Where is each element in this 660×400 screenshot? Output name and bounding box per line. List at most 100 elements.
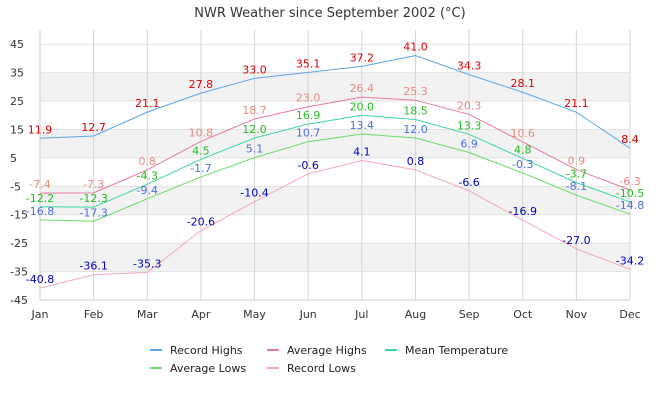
data-label: -16.8 (26, 205, 54, 218)
data-label: 5.1 (246, 143, 264, 156)
data-label: 12.0 (242, 123, 267, 136)
data-label: -6.6 (458, 176, 479, 189)
data-label: 21.1 (564, 97, 589, 110)
data-label: -40.8 (26, 273, 54, 286)
band (40, 243, 630, 272)
data-labels: 11.9 12.7 21.1 27.8 33.0 35.1 37.2 41.0 34.3 28.1… (26, 41, 644, 286)
data-label: 4.5 (192, 144, 210, 157)
data-label: 41.0 (403, 41, 428, 54)
y-tick-label: -5 (10, 180, 21, 193)
legend-item-label: Record Lows (287, 362, 356, 375)
x-tick-label: Aug (405, 308, 426, 321)
data-label: 18.7 (242, 104, 267, 117)
data-label: -4.3 (137, 169, 158, 182)
data-label: -14.8 (616, 199, 644, 212)
x-tick-label: Nov (566, 308, 588, 321)
legend-item-label: Mean Temperature (405, 344, 508, 357)
data-label: 0.8 (139, 155, 157, 168)
data-label: 11.9 (28, 123, 53, 136)
data-label: 13.4 (350, 119, 375, 132)
data-label: -16.9 (508, 205, 536, 218)
data-label: 4.1 (353, 145, 371, 158)
plot-bands (40, 30, 630, 272)
y-tick-label: 5 (10, 152, 17, 165)
data-label: 21.1 (135, 97, 160, 110)
y-tick-label: 25 (10, 95, 24, 108)
x-tick-label: Mar (137, 308, 158, 321)
data-label: -10.5 (616, 187, 644, 200)
data-label: -6.3 (619, 175, 640, 188)
data-label: 37.2 (350, 51, 375, 64)
data-label: -34.2 (616, 254, 644, 267)
data-label: 16.9 (296, 109, 321, 122)
data-label: 23.0 (296, 92, 321, 105)
series-line (39, 114, 631, 208)
data-label: -0.6 (297, 159, 318, 172)
plot-grid (39, 30, 631, 301)
data-label: -27.0 (562, 234, 590, 247)
data-label: 0.9 (568, 155, 586, 168)
band (40, 72, 630, 102)
data-label: 12.0 (403, 123, 428, 136)
data-label: 10.6 (510, 127, 535, 140)
legend: Record Highs Average Highs Mean Temperatur… (150, 344, 508, 375)
y-tick-label: 35 (10, 67, 24, 80)
x-tick-label: Feb (84, 308, 103, 321)
data-label: 8.4 (621, 133, 639, 146)
data-label: -36.1 (79, 260, 107, 273)
data-label: 35.1 (296, 57, 321, 70)
series-lines (39, 55, 631, 289)
data-label: -35.3 (133, 257, 161, 270)
data-label: 28.1 (510, 77, 535, 90)
x-tick-label: Jul (354, 308, 368, 321)
data-label: -8.1 (566, 180, 587, 193)
series-line (39, 133, 631, 222)
band (40, 129, 630, 158)
y-axis-ticks: -45 -35 -25 -15 -5 5 15 25 35 45 (10, 38, 28, 307)
band (40, 186, 630, 215)
data-label: 25.3 (403, 85, 428, 98)
x-tick-label: Apr (191, 308, 211, 321)
data-label: 13.3 (457, 119, 482, 132)
series-line (39, 96, 631, 194)
data-label: 4.8 (514, 143, 532, 156)
data-label: -7.4 (29, 178, 50, 191)
y-tick-label: 45 (10, 38, 24, 51)
data-label: 18.5 (403, 105, 428, 118)
data-label: 34.3 (457, 60, 482, 73)
data-label: 6.9 (460, 137, 478, 150)
data-label: -3.7 (566, 168, 587, 181)
band (40, 30, 630, 45)
y-tick-label: 15 (10, 123, 24, 136)
data-label: 26.4 (350, 82, 375, 95)
data-label: 33.0 (242, 63, 267, 76)
data-label: -17.3 (79, 206, 107, 219)
data-label: -10.4 (240, 187, 268, 200)
data-label: -12.2 (26, 192, 54, 205)
x-tick-label: May (243, 308, 266, 321)
chart-title: NWR Weather since September 2002 (°C) (194, 6, 465, 21)
data-label: 12.7 (81, 121, 106, 134)
data-label: 20.0 (350, 100, 375, 113)
data-label: -7.3 (83, 178, 104, 191)
data-label: 20.3 (457, 99, 482, 112)
y-tick-label: -25 (10, 237, 28, 250)
x-tick-label: Jun (299, 308, 317, 321)
data-label: -20.6 (187, 216, 215, 229)
data-label: -9.4 (137, 184, 158, 197)
data-label: 27.8 (189, 78, 214, 91)
y-tick-label: -35 (10, 266, 28, 279)
y-tick-label: -45 (10, 294, 28, 307)
legend-item-label: Average Lows (170, 362, 246, 375)
x-tick-label: Oct (513, 308, 533, 321)
x-tick-label: Dec (619, 308, 640, 321)
x-tick-label: Sep (459, 308, 480, 321)
series-line (39, 159, 631, 289)
legend-item-label: Average Highs (287, 344, 367, 357)
series-line (39, 55, 631, 149)
data-label: 10.8 (189, 126, 214, 139)
data-label: 10.7 (296, 127, 321, 140)
y-tick-label: -15 (10, 209, 28, 222)
data-label: -1.7 (190, 162, 211, 175)
